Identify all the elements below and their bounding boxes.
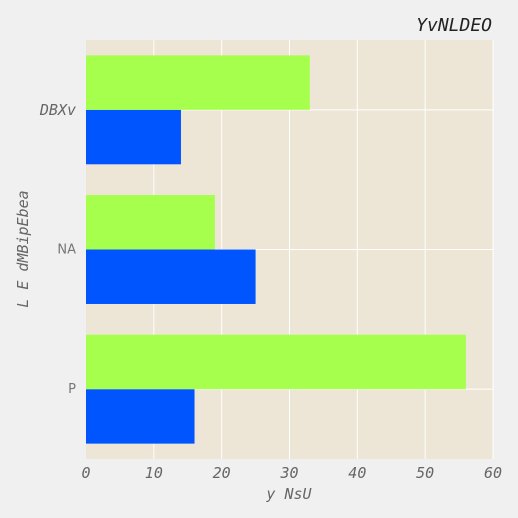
bar-P-series-2 xyxy=(86,334,466,390)
bar-DBXv-series-2 xyxy=(86,55,310,110)
y-tick-label: DBXv xyxy=(39,101,76,119)
bar-P-series-1 xyxy=(86,389,195,444)
x-tick-label: 50 xyxy=(416,464,434,482)
y-axis-label: L E dMBipEbea xyxy=(14,190,32,307)
x-axis-label: y NsU xyxy=(265,485,312,503)
y-tick-label: NA xyxy=(57,243,76,258)
bars xyxy=(86,55,466,444)
x-tick-label: 60 xyxy=(484,464,502,482)
x-tick-label: 20 xyxy=(213,464,231,482)
y-tick-label: P xyxy=(68,382,76,397)
x-tick-label: 30 xyxy=(279,464,298,482)
y-tick-labels: P NA DBXv xyxy=(39,101,76,397)
bar-DBXv-series-1 xyxy=(86,109,181,165)
x-tick-labels: 0 10 20 30 40 50 60 xyxy=(81,464,502,482)
chart-title: YvNLDEO xyxy=(416,15,492,36)
x-tick-label: 40 xyxy=(348,464,366,482)
x-tick-label: 0 xyxy=(81,464,90,482)
bar-NA-series-1 xyxy=(86,249,256,304)
bar-NA-series-2 xyxy=(86,195,215,250)
x-tick-label: 10 xyxy=(145,464,163,482)
